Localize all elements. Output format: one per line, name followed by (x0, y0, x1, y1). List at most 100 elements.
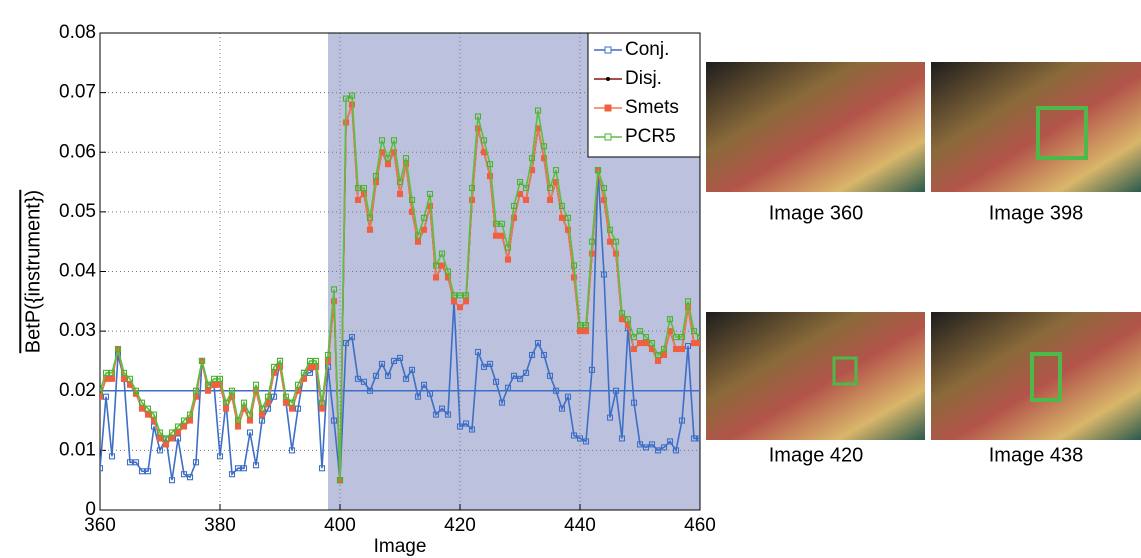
marker (216, 375, 224, 382)
marker (180, 471, 188, 478)
plot-frame (99, 32, 701, 511)
marker (354, 184, 362, 192)
marker (126, 459, 134, 466)
marker (246, 417, 254, 424)
marker (696, 334, 700, 341)
marker (408, 366, 416, 373)
legend-label: Conj. (625, 39, 669, 60)
marker (228, 387, 236, 394)
marker (558, 202, 566, 209)
marker (204, 387, 212, 394)
marker (252, 462, 260, 469)
marker (420, 226, 428, 233)
marker (168, 435, 176, 442)
marker (462, 420, 470, 427)
marker (360, 378, 368, 385)
marker (504, 244, 512, 251)
marker (456, 423, 464, 430)
y-tick-label: 0.08 (59, 22, 96, 43)
marker (420, 214, 428, 221)
marker (372, 372, 380, 379)
marker (618, 310, 626, 317)
marker (522, 184, 530, 192)
marker (120, 375, 128, 382)
marker (402, 155, 410, 162)
marker (618, 316, 626, 323)
marker (294, 381, 302, 388)
marker (558, 214, 566, 221)
marker (324, 351, 332, 359)
marker (204, 381, 212, 388)
marker (534, 339, 542, 347)
marker (492, 220, 500, 227)
marker (216, 453, 224, 460)
marker (636, 339, 644, 347)
marker (288, 399, 296, 406)
marker (606, 226, 614, 233)
marker (540, 143, 548, 150)
marker (192, 387, 200, 394)
marker (294, 405, 302, 412)
marker (696, 339, 700, 347)
marker (678, 334, 686, 341)
marker (540, 351, 548, 359)
marker (528, 155, 536, 162)
marker (522, 369, 530, 376)
marker (672, 447, 680, 454)
marker (168, 429, 176, 436)
marker (654, 357, 662, 364)
marker (402, 375, 410, 382)
detection-box (1036, 106, 1088, 160)
marker (246, 429, 254, 436)
marker (264, 393, 272, 400)
marker (684, 298, 692, 305)
marker (576, 435, 584, 442)
marker (396, 354, 404, 362)
marker (438, 405, 446, 412)
marker (696, 435, 700, 442)
marker (192, 393, 200, 400)
legend-label: Disj. (625, 68, 662, 89)
marker (108, 453, 116, 460)
marker (240, 399, 248, 406)
marker (468, 184, 476, 192)
marker (654, 351, 662, 359)
marker (504, 384, 512, 391)
marker (276, 357, 284, 364)
marker (444, 268, 452, 275)
marker (576, 322, 584, 329)
marker (570, 262, 578, 269)
marker (516, 375, 524, 382)
marker (672, 334, 680, 341)
marker (108, 369, 116, 376)
marker (492, 378, 500, 385)
legend-marker (604, 133, 612, 141)
detection-box (832, 356, 858, 386)
marker (150, 411, 158, 418)
marker (642, 339, 650, 347)
legend-marker (606, 77, 610, 81)
marker (594, 167, 602, 174)
marker (438, 250, 446, 257)
marker (486, 173, 494, 180)
marker (384, 161, 392, 168)
marker (450, 292, 458, 299)
marker (210, 381, 218, 388)
marker (606, 414, 614, 421)
marker (582, 328, 590, 335)
marker (258, 417, 266, 424)
marker (564, 214, 572, 221)
marker (432, 274, 440, 281)
marker (312, 357, 320, 364)
marker (534, 107, 542, 114)
marker (390, 137, 398, 144)
marker (606, 238, 614, 245)
marker (100, 387, 104, 394)
legend-label: PCR5 (625, 126, 676, 147)
marker (426, 390, 434, 397)
marker (234, 417, 242, 424)
marker (234, 423, 242, 430)
marker (180, 423, 188, 430)
marker (618, 435, 626, 442)
